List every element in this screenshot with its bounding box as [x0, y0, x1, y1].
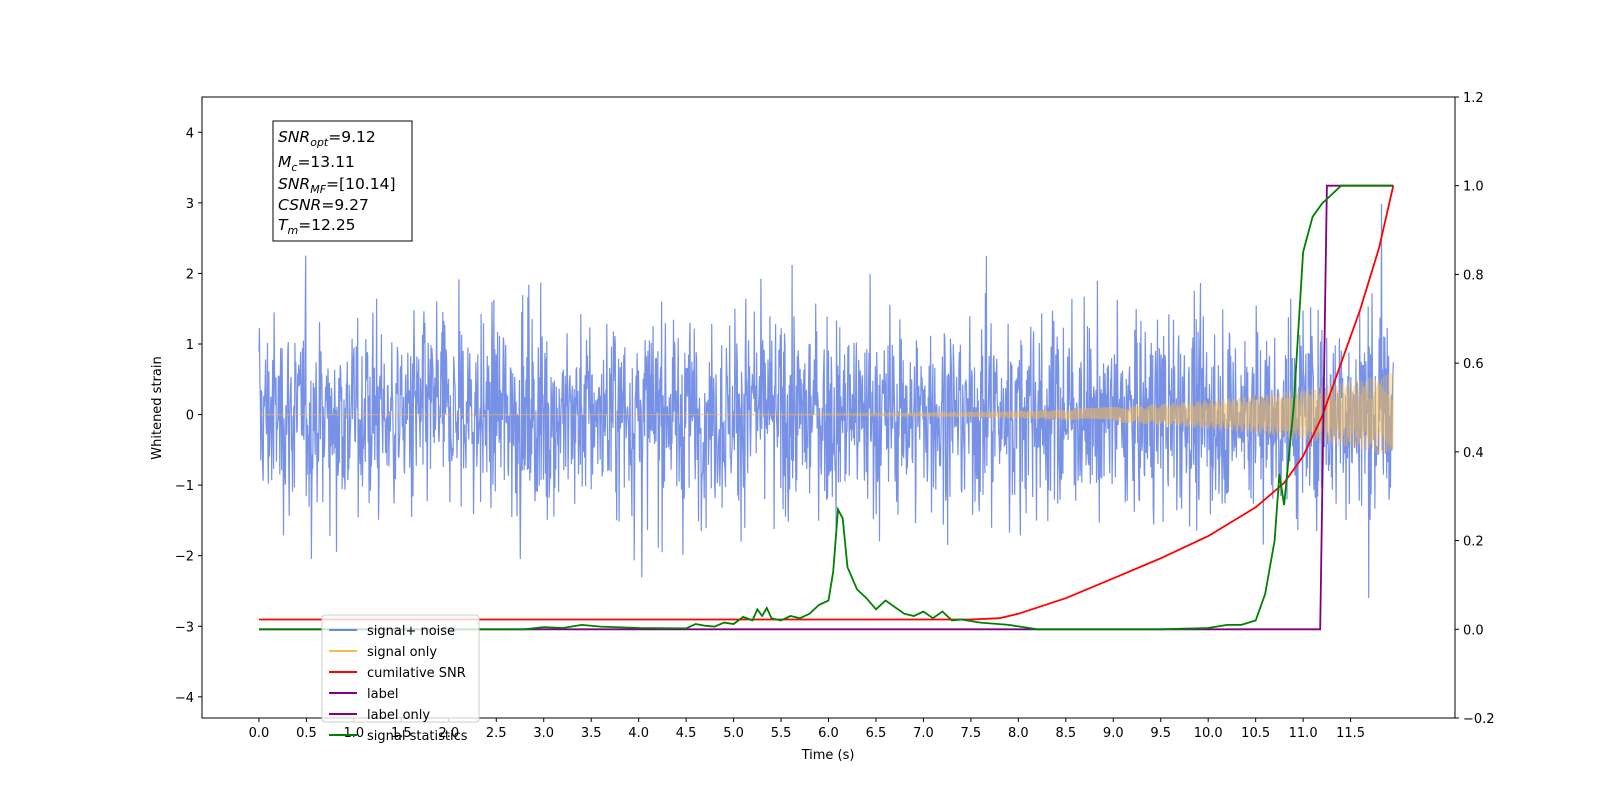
x-tick-label: 3.0 — [533, 726, 554, 741]
stat-mc: Mc=13.11 — [278, 153, 355, 174]
x-tick-label: 11.0 — [1289, 726, 1318, 741]
legend-label: cumilative SNR — [367, 666, 466, 681]
y-tick-label: 0 — [186, 409, 194, 424]
stat-mc-symbol: M — [278, 153, 291, 171]
x-tick-label: 6.5 — [866, 726, 887, 741]
y2-tick-label: 1.2 — [1463, 91, 1484, 106]
y2-tick-label: 0.8 — [1463, 268, 1484, 283]
x-tick-label: 10.0 — [1194, 726, 1223, 741]
x-tick-label: 3.5 — [581, 726, 602, 741]
y-tick-label: −4 — [175, 691, 194, 706]
x-tick-label: 9.0 — [1103, 726, 1124, 741]
legend-label: signal statistics — [367, 729, 468, 744]
stat-snr-opt: SNRopt=9.12 — [278, 128, 376, 149]
y-tick-label: 4 — [186, 126, 194, 141]
cumulative-snr-line — [259, 185, 1395, 621]
stat-snr-mf-value: =[10.14] — [326, 175, 395, 193]
y2-tick-label: 0.2 — [1463, 535, 1484, 550]
legend: signal+ noise signal only cumilative SNR la… — [321, 614, 480, 744]
y2-tick-label: −0.2 — [1463, 712, 1495, 727]
stat-snr-opt-subscript: opt — [310, 136, 329, 149]
x-tick-label: 5.5 — [771, 726, 792, 741]
y-tick-label: −1 — [175, 479, 194, 494]
stats-layer — [259, 184, 1395, 631]
y2-tick-label: 0.4 — [1463, 446, 1484, 461]
stat-snr-mf-symbol: SNR — [278, 175, 310, 193]
legend-label: signal only — [367, 645, 437, 660]
legend-label: signal+ noise — [367, 624, 455, 639]
y-axis-label: Whitened strain — [150, 356, 165, 459]
signal-only-line — [259, 372, 1394, 454]
stats-box-frame — [272, 120, 413, 242]
stats-box: SNRopt=9.12 Mc=13.11 SNRMF=[10.14] CSNR=… — [272, 120, 413, 242]
x-tick-label: 8.0 — [1008, 726, 1029, 741]
stat-mc-value: =13.11 — [297, 153, 354, 171]
signal-statistics-line — [259, 184, 1394, 631]
x-tick-label: 7.5 — [961, 726, 982, 741]
stat-tm: Tm=12.25 — [278, 216, 356, 237]
signal-layer — [258, 203, 1394, 599]
x-tick-label: 1.0 — [344, 726, 365, 741]
x-tick-label: 4.5 — [676, 726, 697, 741]
x-tick-label: 0.0 — [249, 726, 270, 741]
stat-tm-value: =12.25 — [298, 216, 355, 234]
legend-label: label only — [367, 708, 430, 723]
x-tick-label: 11.5 — [1336, 726, 1365, 741]
x-tick-label: 8.5 — [1055, 726, 1076, 741]
x-tick-label: 9.5 — [1150, 726, 1171, 741]
x-tick-label: 1.5 — [391, 726, 412, 741]
stat-tm-subscript: m — [287, 224, 298, 237]
x-tick-label: 2.5 — [486, 726, 507, 741]
y-tick-label: 3 — [186, 197, 194, 212]
stat-csnr-symbol: CSNR — [278, 196, 321, 214]
y-tick-label: −2 — [175, 550, 194, 565]
stat-snr-opt-value: =9.12 — [328, 128, 376, 146]
y-tick-label: 2 — [186, 267, 194, 282]
y2-tick-label: 0.6 — [1463, 357, 1484, 372]
y2-tick-label: 0.0 — [1463, 623, 1484, 638]
stat-csnr-value: =9.27 — [321, 196, 369, 214]
stat-mc-subscript: c — [291, 161, 297, 174]
x-tick-label: 0.5 — [296, 726, 317, 741]
x-tick-label: 2.0 — [438, 726, 459, 741]
x-tick-label: 6.0 — [818, 726, 839, 741]
x-tick-label: 4.0 — [628, 726, 649, 741]
y-tick-label: −3 — [175, 620, 194, 635]
stat-csnr: CSNR=9.27 — [278, 196, 369, 214]
stat-snr-opt-symbol: SNR — [278, 128, 310, 146]
stat-snr-mf: SNRMF=[10.14] — [278, 175, 396, 196]
stat-tm-symbol: T — [278, 216, 289, 234]
x-axis: 0.0 0.5 1.0 1.5 2.0 2.5 3.0 3.5 4.0 4.5 5.0 5.5 6.0 6… — [249, 718, 1365, 741]
legend-label: label — [367, 687, 398, 702]
y2-tick-label: 1.0 — [1463, 180, 1484, 195]
x-tick-label: 7.0 — [913, 726, 934, 741]
y-tick-label: 1 — [186, 338, 194, 353]
y-axis: −4 −3 −2 −1 0 1 2 3 4 — [175, 126, 202, 706]
x-axis-label: Time (s) — [801, 748, 855, 763]
x-tick-label: 10.5 — [1241, 726, 1270, 741]
legend-frame — [321, 614, 480, 723]
signal-noise-line — [258, 203, 1394, 599]
stat-snr-mf-subscript: MF — [310, 183, 326, 196]
x-tick-label: 5.0 — [723, 726, 744, 741]
y2-axis: −0.2 0.0 0.2 0.4 0.6 0.8 1.0 1.2 — [1455, 91, 1495, 727]
